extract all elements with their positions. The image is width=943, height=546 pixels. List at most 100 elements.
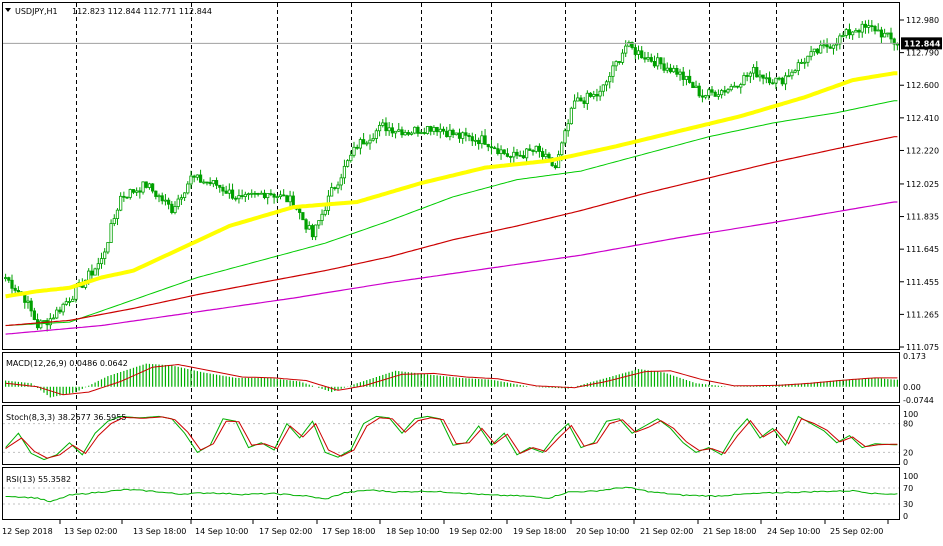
candle-body bbox=[464, 132, 468, 136]
candle-body bbox=[691, 82, 695, 89]
candle-body bbox=[355, 146, 359, 149]
candle-body bbox=[163, 199, 168, 202]
candle-body bbox=[611, 65, 615, 77]
candle-body bbox=[783, 75, 788, 85]
candle-body bbox=[473, 139, 478, 142]
candle-body bbox=[777, 77, 781, 80]
candle-body bbox=[202, 181, 206, 184]
candle-body bbox=[726, 89, 730, 93]
candle-body bbox=[739, 84, 743, 88]
candle-body bbox=[704, 95, 708, 98]
candle-body bbox=[732, 85, 736, 88]
candle-body bbox=[71, 298, 75, 302]
candle-body bbox=[525, 148, 529, 159]
chevron-down-icon[interactable] bbox=[5, 8, 11, 12]
candle-body bbox=[624, 45, 628, 54]
candle-body bbox=[483, 135, 487, 145]
candle-body bbox=[656, 57, 660, 67]
candle-body bbox=[374, 130, 378, 139]
x-tick-label: 13 Sep 02:00 bbox=[64, 527, 117, 536]
candle-body bbox=[572, 100, 577, 109]
candle-body bbox=[227, 189, 231, 194]
candle-body bbox=[13, 287, 17, 291]
candle-body bbox=[867, 25, 871, 28]
candle-body bbox=[128, 189, 132, 198]
x-tick-label: 13 Sep 18:00 bbox=[133, 527, 186, 536]
candle-body bbox=[266, 193, 270, 199]
candle-body bbox=[707, 89, 711, 96]
candle-body bbox=[310, 225, 315, 238]
candle-body bbox=[688, 75, 692, 83]
candle-body bbox=[633, 47, 637, 55]
candle-body bbox=[445, 130, 449, 138]
candle-body bbox=[499, 149, 503, 154]
candle-body bbox=[467, 134, 471, 137]
candle-body bbox=[553, 165, 557, 169]
candle-body bbox=[122, 195, 126, 198]
candle-body bbox=[377, 124, 382, 132]
candle-body bbox=[566, 123, 570, 132]
candle-body bbox=[678, 71, 682, 75]
candle-body bbox=[863, 23, 868, 28]
candle-body bbox=[873, 26, 877, 32]
candle-body bbox=[282, 194, 286, 197]
main-pane bbox=[2, 2, 900, 350]
stoch-main-line bbox=[5, 415, 898, 461]
candle-body bbox=[269, 193, 273, 195]
candle-body bbox=[480, 135, 484, 145]
candle-body bbox=[806, 55, 810, 63]
candle-body bbox=[675, 67, 679, 75]
candle-body bbox=[735, 85, 740, 88]
candle-body bbox=[323, 209, 327, 215]
candle-body bbox=[716, 94, 721, 97]
candle-body bbox=[608, 75, 612, 83]
candle-body bbox=[780, 77, 784, 85]
candle-body bbox=[627, 42, 631, 47]
candle-body bbox=[61, 303, 65, 313]
candle-body bbox=[835, 43, 839, 46]
y-tick-label: 70 bbox=[903, 484, 913, 493]
candle-body bbox=[790, 71, 794, 77]
candle-body bbox=[547, 153, 551, 159]
candle-body bbox=[672, 67, 676, 73]
candle-body bbox=[595, 93, 599, 97]
candle-body bbox=[531, 150, 535, 152]
candle-body bbox=[870, 25, 874, 28]
candle-body bbox=[154, 190, 158, 197]
candle-body bbox=[758, 74, 762, 78]
candle-body bbox=[39, 320, 43, 329]
candle-body bbox=[365, 142, 369, 145]
candle-body bbox=[403, 132, 407, 136]
candle-body bbox=[617, 61, 621, 63]
candle-body bbox=[729, 86, 733, 91]
candle-body bbox=[170, 203, 174, 213]
candle-body bbox=[131, 189, 136, 193]
x-tick-label: 19 Sep 02:00 bbox=[449, 527, 502, 536]
candle-body bbox=[26, 300, 30, 303]
candle-body bbox=[157, 195, 161, 198]
macd-title: MACD(12,26,9) 0.0486 0.0642 bbox=[6, 359, 128, 368]
candle-body bbox=[604, 81, 609, 86]
candle-body bbox=[620, 52, 625, 63]
candle-body bbox=[694, 85, 698, 89]
candle-body bbox=[771, 82, 775, 85]
candle-body bbox=[838, 35, 842, 45]
y-tick-label: -0.0744 bbox=[903, 396, 934, 405]
candle-body bbox=[841, 35, 845, 37]
candle-body bbox=[115, 209, 120, 219]
candle-body bbox=[630, 42, 634, 48]
y-tick-label: 112.980 bbox=[906, 16, 939, 25]
x-tick-label: 19 Sep 18:00 bbox=[513, 527, 566, 536]
candle-body bbox=[135, 190, 139, 193]
candle-body bbox=[32, 310, 36, 320]
candle-body bbox=[493, 147, 497, 150]
candle-body bbox=[847, 29, 852, 36]
candle-body bbox=[643, 57, 647, 60]
candle-body bbox=[358, 139, 363, 149]
current-price-tag bbox=[901, 37, 942, 50]
candle-body bbox=[103, 251, 107, 259]
candle-body bbox=[640, 50, 644, 59]
candle-body bbox=[844, 29, 848, 36]
